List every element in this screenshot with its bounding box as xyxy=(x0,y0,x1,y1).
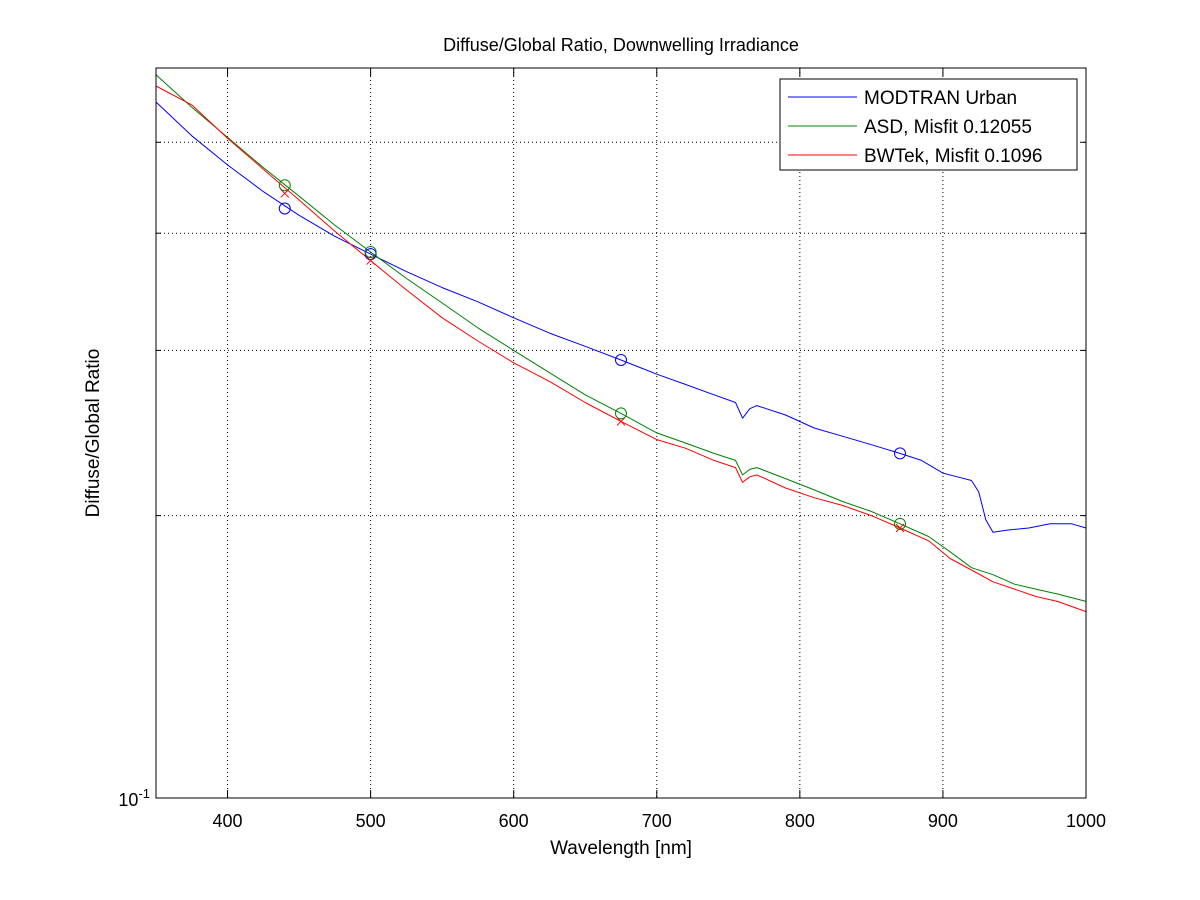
marker-x xyxy=(280,189,290,198)
marker-circle xyxy=(278,202,291,215)
axis-ticks xyxy=(156,68,1087,799)
series-line-1 xyxy=(155,74,1087,602)
x-tick-label: 600 xyxy=(499,811,529,831)
x-tick-label: 800 xyxy=(785,811,815,831)
x-tick-labels: 400 500 600 700 800 900 1000 xyxy=(213,811,1107,831)
marker-circle xyxy=(894,517,906,530)
marker-x xyxy=(895,523,905,533)
marker-circle xyxy=(364,245,377,258)
series-line-0 xyxy=(155,101,1087,533)
legend-label-2: BWTek, Misfit 0.1096 xyxy=(864,146,1042,167)
series-line-2 xyxy=(155,85,1087,613)
y-axis-label: Diffuse/Global Ratio xyxy=(83,349,104,518)
y-tick-label-exponent: -1 xyxy=(138,786,150,801)
series-layer xyxy=(155,74,1087,613)
marker-layer xyxy=(278,179,906,533)
plot-area xyxy=(156,68,1086,798)
marker-circle xyxy=(278,179,291,192)
marker-circle xyxy=(615,354,627,367)
legend-label-0: MODTRAN Urban xyxy=(864,88,1017,109)
legend-label-1: ASD, Misfit 0.12055 xyxy=(864,117,1032,138)
x-axis-label: Wavelength [nm] xyxy=(550,838,692,859)
x-tick-label: 700 xyxy=(642,811,672,831)
chart-title: Diffuse/Global Ratio, Downwelling Irradi… xyxy=(443,35,799,55)
x-tick-label: 900 xyxy=(928,811,958,831)
y-tick-label-base: 10 xyxy=(118,790,138,810)
marker-x xyxy=(616,417,626,426)
marker-circle xyxy=(894,447,906,460)
plot-frame xyxy=(155,67,1087,799)
y-tick-label: 10-1 xyxy=(118,786,150,810)
marker-circle xyxy=(615,407,627,420)
x-tick-label: 1000 xyxy=(1066,811,1106,831)
x-tick-label: 500 xyxy=(356,811,386,831)
marker-x xyxy=(366,256,375,265)
legend: MODTRAN Urban ASD, Misfit 0.12055 BWTek, M… xyxy=(779,78,1078,171)
x-tick-label: 400 xyxy=(213,811,243,831)
